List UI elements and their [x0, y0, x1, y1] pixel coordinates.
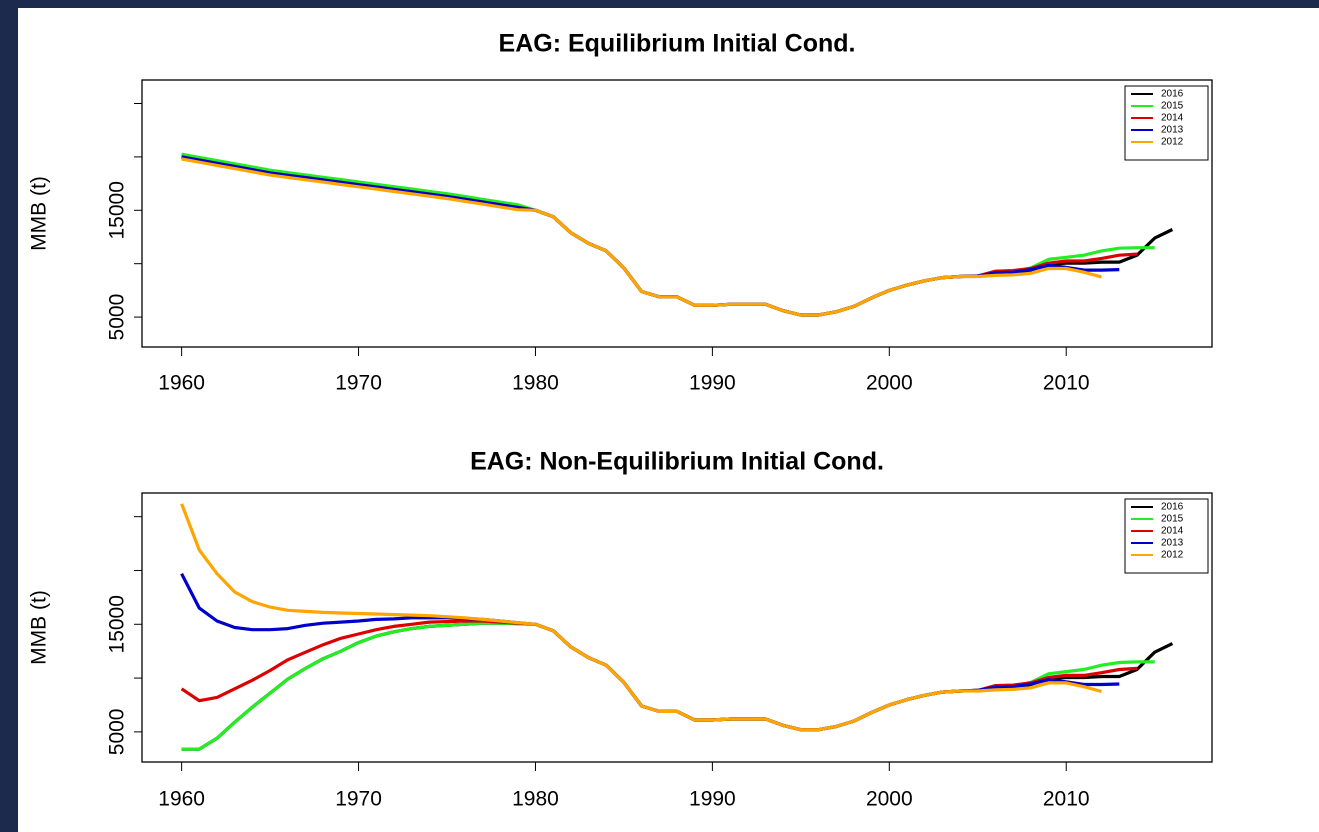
legend-box: [1124, 85, 1209, 161]
legend-box: [1124, 498, 1209, 574]
legend-label: 2014: [1161, 526, 1184, 537]
x-tick-label: 2010: [1043, 788, 1090, 811]
y-tick-label: 5000: [106, 294, 129, 341]
legend-label: 2012: [1161, 550, 1184, 561]
x-tick-label: 2010: [1043, 372, 1090, 395]
x-tick-label: 2000: [866, 372, 913, 395]
x-tick-label: 1960: [158, 788, 205, 811]
x-tick-label: 1980: [512, 788, 559, 811]
legend-label: 2014: [1161, 113, 1184, 124]
legend-label: 2013: [1161, 125, 1184, 136]
figure-background: [18, 8, 1319, 832]
x-tick-label: 1980: [512, 372, 559, 395]
x-tick-label: 1970: [335, 788, 382, 811]
legend-label: 2016: [1161, 502, 1184, 513]
x-tick-label: 1970: [335, 372, 382, 395]
series-line: [181, 157, 1103, 317]
y-tick-label: 5000: [106, 709, 129, 756]
chart-title: EAG: Equilibrium Initial Cond.: [499, 30, 856, 58]
y-axis-label: MMB (t): [28, 590, 51, 665]
series-line: [180, 503, 1103, 732]
y-tick-label: 15000: [106, 595, 129, 653]
x-tick-label: 1960: [158, 372, 205, 395]
legend-label: 2013: [1161, 538, 1184, 549]
x-tick-label: 2000: [866, 788, 913, 811]
plot-frame: [141, 492, 1213, 763]
chart-title: EAG: Non-Equilibrium Initial Cond.: [470, 448, 884, 476]
legend-label: 2015: [1161, 514, 1184, 525]
legend-label: 2015: [1161, 101, 1184, 112]
legend-label: 2016: [1161, 89, 1184, 100]
legend-label: 2012: [1161, 137, 1184, 148]
x-tick-label: 1990: [689, 788, 736, 811]
y-tick-label: 15000: [106, 181, 129, 239]
plot-frame: [141, 79, 1213, 348]
x-tick-label: 1990: [689, 372, 736, 395]
y-axis-label: MMB (t): [28, 176, 51, 251]
